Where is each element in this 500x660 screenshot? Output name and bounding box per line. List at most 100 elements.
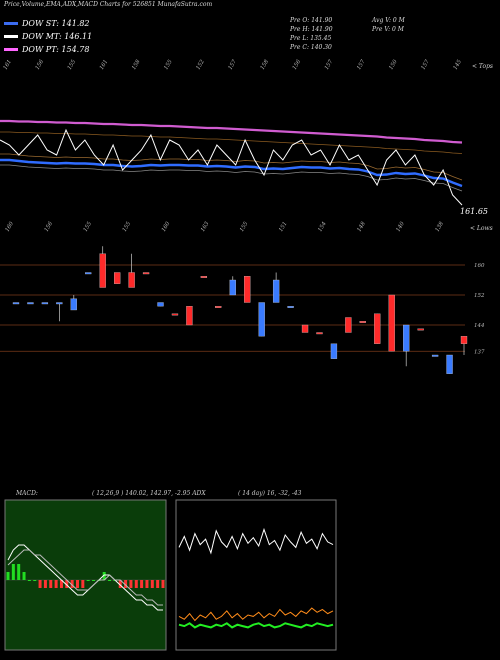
macd-histogram-bar	[102, 572, 106, 580]
legend-st-label: DOW ST: 141.82	[22, 18, 90, 28]
top-tick-label: 158	[260, 58, 271, 71]
candle-body	[142, 272, 150, 275]
macd-histogram-bar	[134, 580, 138, 588]
legend-pt-label: DOW PT: 154.78	[22, 44, 90, 54]
pre-volume: Pre V: 0 M	[372, 26, 404, 33]
candle-body	[258, 302, 265, 337]
macd-histogram-bar	[124, 580, 128, 588]
legend-pt-swatch	[4, 47, 18, 51]
candle-body	[56, 302, 63, 305]
macd-histogram-bar	[86, 580, 90, 581]
low-tick-label: 156	[44, 220, 55, 233]
macd-histogram-bar	[156, 580, 160, 588]
candle-body	[229, 279, 236, 296]
top-tick-label: 156	[292, 58, 303, 71]
macd-histogram-bar	[129, 580, 133, 588]
y-tick-label: 152	[474, 293, 485, 299]
ohlc-low: Pre L: 135.45	[290, 35, 332, 42]
candle-body	[316, 332, 323, 335]
candle-body	[200, 276, 208, 278]
low-tick-label: 155	[239, 220, 250, 233]
y-tick-label: 144	[474, 323, 485, 329]
low-tick-label: 155	[83, 220, 94, 233]
macd-histogram-bar	[140, 580, 144, 588]
candle-body	[460, 336, 468, 344]
adx-panel-bg	[175, 499, 337, 651]
candle-body	[85, 272, 92, 275]
macd-histogram-bar	[6, 572, 10, 580]
low-tick-label: 140	[395, 220, 406, 233]
macd-histogram-bar	[43, 580, 47, 588]
low-tick-label: 163	[200, 220, 211, 233]
candle-body	[128, 272, 135, 288]
legend-st: DOW ST: 141.82	[4, 18, 90, 28]
candle-body	[287, 306, 294, 308]
ema-long-line	[0, 119, 463, 144]
macd-histogram-bar	[150, 580, 154, 588]
legend-st-swatch	[4, 21, 18, 25]
top-tick-label: 155	[67, 58, 78, 71]
macd-histogram-bar	[49, 580, 53, 588]
candle-body	[215, 306, 222, 308]
low-tick-label: 154	[317, 220, 328, 233]
ohlc-open: Pre O: 141.90	[290, 17, 333, 24]
macd-histogram-bar	[59, 580, 63, 588]
y-tick-label: 160	[474, 263, 485, 269]
top-tick-label: 155	[163, 58, 174, 71]
adx-minus-di-line	[178, 607, 334, 622]
avg-volume: Avg V: 0 M	[372, 17, 405, 24]
candle-body	[12, 302, 20, 305]
last-price-label: 161.65	[460, 207, 488, 216]
candle-body	[272, 279, 280, 303]
ema-band-3	[0, 164, 463, 192]
macd-histogram-bar	[33, 580, 37, 581]
adx-values: ( 14 day) 16, -32, -43	[238, 490, 302, 497]
adx-line	[178, 622, 334, 629]
low-tick-label: 151	[278, 221, 288, 233]
top-tick-label: 157	[228, 58, 239, 71]
top-tick-label: 157	[356, 58, 367, 71]
macd-histogram-bar	[22, 572, 26, 580]
low-tick-label: 160	[5, 220, 16, 233]
macd-histogram-bar	[145, 580, 149, 588]
candle-body	[431, 354, 439, 357]
legend-mt-swatch	[4, 34, 18, 38]
macd-panel-bg	[4, 499, 167, 651]
macd-histogram-bar	[27, 580, 31, 581]
low-tick-label: 155	[122, 220, 133, 233]
candle-body	[41, 302, 49, 305]
candle-body	[70, 298, 77, 311]
legend-mt-label: DOW MT: 146.11	[22, 31, 93, 41]
candle-body	[301, 324, 309, 333]
macd-histogram-bar	[81, 580, 85, 588]
top-tick-label: 150	[388, 58, 399, 71]
candle-body	[345, 317, 352, 333]
candle-body	[330, 343, 338, 359]
macd-histogram-bar	[161, 580, 165, 588]
top-tick-label: 157	[324, 58, 335, 71]
low-tick-label: 138	[435, 220, 446, 233]
macd-histogram-bar	[92, 580, 96, 581]
candle-body	[186, 306, 193, 326]
low-tick-label: 160	[161, 220, 172, 233]
ohlc-close: Pre C: 140.30	[290, 44, 332, 51]
y-tick-label: 137	[474, 349, 485, 355]
legend-mt: DOW MT: 146.11	[4, 31, 92, 41]
candle-body	[157, 302, 164, 307]
tops-label: < Tops	[472, 63, 494, 70]
ema-band-1	[0, 131, 463, 154]
top-tick-label: 161	[99, 59, 109, 71]
macd-histogram-bar	[65, 580, 69, 588]
macd-histogram-bar	[54, 580, 58, 588]
top-tick-label: 156	[35, 58, 46, 71]
lows-label: < Lows	[470, 225, 493, 232]
macd-histogram-bar	[11, 564, 15, 580]
candle-body	[114, 272, 121, 284]
macd-histogram-bar	[108, 580, 112, 581]
adx-plus-di-line	[178, 527, 334, 555]
candle-body	[99, 253, 106, 288]
candle-body	[27, 302, 34, 305]
top-tick-label: 161	[3, 59, 13, 71]
candle-body	[171, 313, 179, 316]
